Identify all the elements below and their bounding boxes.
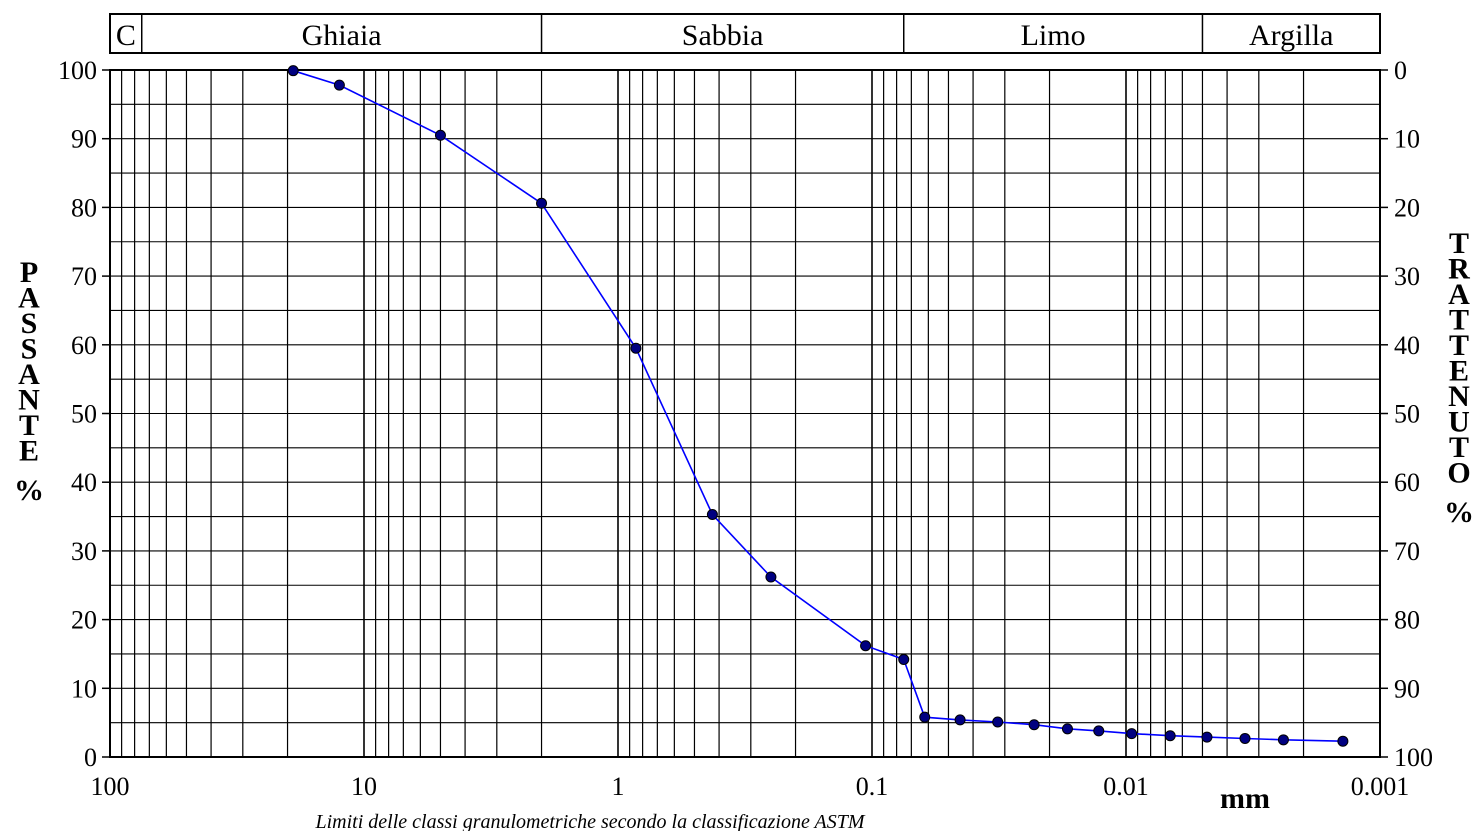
axis-label-char: S bbox=[21, 307, 38, 340]
y-left-tick-label: 100 bbox=[58, 56, 97, 85]
data-point bbox=[1126, 728, 1138, 740]
axis-label-char: N bbox=[18, 384, 40, 417]
axis-label-char: % bbox=[1444, 496, 1474, 529]
y-left-tick-label: 90 bbox=[71, 125, 97, 154]
y-right-tick-label: 10 bbox=[1394, 125, 1420, 154]
data-point bbox=[434, 129, 446, 141]
y-left-tick-label: 30 bbox=[71, 537, 97, 566]
data-point bbox=[1164, 730, 1176, 742]
data-point bbox=[287, 65, 299, 77]
axis-label-char: T bbox=[1449, 227, 1469, 260]
x-tick-label: 0.1 bbox=[856, 772, 889, 801]
y-left-tick-label: 80 bbox=[71, 193, 97, 222]
axis-ticks: 100 10 1 0.1 0.01 0.0010102030405060708090100… bbox=[58, 56, 1433, 801]
series-line bbox=[292, 69, 1343, 742]
axis-label-char: E bbox=[19, 435, 39, 468]
series-passante bbox=[287, 65, 1349, 747]
axis-label-char: E bbox=[1449, 355, 1469, 388]
data-point bbox=[1093, 725, 1105, 737]
y-left-tick-label: 20 bbox=[71, 606, 97, 635]
band-label-limo: Limo bbox=[1021, 19, 1086, 52]
data-point bbox=[898, 653, 910, 665]
data-point bbox=[1277, 734, 1289, 746]
y-right-tick-label: 40 bbox=[1394, 331, 1420, 360]
axis-label-char: U bbox=[1448, 406, 1470, 439]
y-right-tick-label: 30 bbox=[1394, 262, 1420, 291]
y-right-tick-label: 0 bbox=[1394, 56, 1407, 85]
classification-note: Limiti delle classi granulometriche seco… bbox=[314, 811, 865, 831]
y-right-tick-label: 100 bbox=[1394, 743, 1433, 772]
data-point bbox=[860, 640, 872, 652]
y-right-tick-label: 50 bbox=[1394, 400, 1420, 429]
data-point bbox=[1239, 732, 1251, 744]
data-point bbox=[1028, 719, 1040, 731]
data-point bbox=[1061, 723, 1073, 735]
band-label-ghiaia: Ghiaia bbox=[302, 19, 382, 52]
axis-label-char: A bbox=[1448, 278, 1470, 311]
axis-label-char: A bbox=[18, 358, 40, 391]
x-tick-label: 10 bbox=[351, 772, 377, 801]
axis-label-char: T bbox=[1449, 431, 1469, 464]
y-right-tick-label: 60 bbox=[1394, 468, 1420, 497]
y-right-tick-label: 20 bbox=[1394, 193, 1420, 222]
axis-label-char: R bbox=[1448, 253, 1470, 286]
y-left-tick-label: 50 bbox=[71, 400, 97, 429]
band-label-c: C bbox=[116, 19, 136, 52]
y-right-tick-label: 70 bbox=[1394, 537, 1420, 566]
data-point bbox=[1337, 735, 1349, 747]
y-left-tick-label: 40 bbox=[71, 468, 97, 497]
y-left-tick-label: 60 bbox=[71, 331, 97, 360]
axis-label-char: P bbox=[20, 256, 38, 289]
classification-bands: C Ghiaia Sabbia Limo Argilla bbox=[109, 13, 1381, 54]
band-label-argilla: Argilla bbox=[1249, 19, 1333, 52]
axis-label-char: A bbox=[18, 282, 40, 315]
data-point bbox=[954, 714, 966, 726]
data-point bbox=[1201, 731, 1213, 743]
axis-label-char: T bbox=[1449, 304, 1469, 337]
axis-label-char: % bbox=[14, 474, 44, 507]
axis-label-char: N bbox=[1448, 380, 1470, 413]
band-header-frame bbox=[109, 13, 1381, 54]
axis-label-char: O bbox=[1447, 457, 1470, 490]
data-point bbox=[919, 711, 931, 723]
data-point bbox=[992, 716, 1004, 728]
band-label-sabbia: Sabbia bbox=[682, 19, 764, 52]
x-axis-label: mm bbox=[1220, 782, 1270, 815]
data-point bbox=[630, 342, 642, 354]
y-left-tick-label: 10 bbox=[71, 674, 97, 703]
data-point bbox=[765, 571, 777, 583]
axis-label-char: T bbox=[1449, 329, 1469, 362]
axis-label-char: S bbox=[21, 333, 38, 366]
x-tick-label: 1 bbox=[612, 772, 625, 801]
y-left-tick-label: 0 bbox=[84, 743, 97, 772]
axis-label-char: T bbox=[19, 409, 39, 442]
log-grid bbox=[110, 70, 1380, 757]
x-tick-label: 100 bbox=[91, 772, 130, 801]
data-point bbox=[706, 508, 718, 520]
y-right-tick-label: 80 bbox=[1394, 606, 1420, 635]
y-left-tick-label: 70 bbox=[71, 262, 97, 291]
x-tick-label: 0.01 bbox=[1103, 772, 1149, 801]
y-right-tick-label: 90 bbox=[1394, 674, 1420, 703]
data-point bbox=[536, 197, 548, 209]
data-point bbox=[333, 79, 345, 91]
x-tick-label: 0.001 bbox=[1351, 772, 1410, 801]
